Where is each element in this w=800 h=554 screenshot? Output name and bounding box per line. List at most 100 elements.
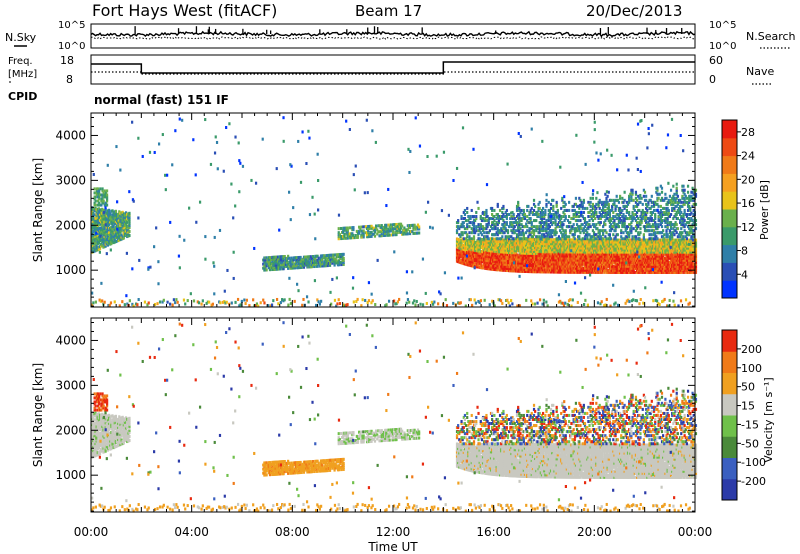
power-cell <box>553 246 556 250</box>
power-cell <box>469 247 472 251</box>
power-cell <box>501 235 504 239</box>
power-cell <box>554 254 557 258</box>
power-cell <box>541 264 545 268</box>
power-cell <box>341 256 344 260</box>
power-cell <box>497 252 501 256</box>
power-cell <box>126 233 129 237</box>
power-cell <box>475 257 478 261</box>
power-cell <box>485 246 488 250</box>
power-cell <box>498 268 502 272</box>
power-cell <box>96 209 99 213</box>
power-cell <box>554 246 557 250</box>
power-cell <box>520 261 523 265</box>
power-cell <box>296 264 299 268</box>
power-cell <box>563 270 566 274</box>
power-cell <box>531 241 534 245</box>
power-cell <box>524 259 528 263</box>
power-cell <box>513 243 516 247</box>
power-cell <box>502 242 505 246</box>
power-cell <box>470 248 473 252</box>
power-cell <box>370 230 373 234</box>
power-cell <box>484 240 487 244</box>
power-cell <box>474 252 477 256</box>
power-cell <box>489 241 493 245</box>
power-cell <box>94 220 97 224</box>
power-cell <box>301 259 304 263</box>
power-cell <box>484 262 487 266</box>
power-cell <box>119 215 122 219</box>
power-cell <box>556 240 559 244</box>
noise-right-tick-bottom: 10^0 <box>709 41 736 52</box>
power-cell <box>561 250 564 254</box>
noise-panel: N.Sky 10^5 10^0 10^5 10^0 N.Search <box>5 20 796 52</box>
power-cell <box>103 235 106 239</box>
power-cell <box>472 256 476 260</box>
power-cell <box>540 246 544 250</box>
power-cell <box>551 258 554 262</box>
power-cell <box>504 242 507 246</box>
power-cell <box>474 254 477 258</box>
power-cell <box>109 228 112 232</box>
power-cell <box>343 232 346 236</box>
power-cell <box>541 258 545 262</box>
power-cell <box>535 252 538 256</box>
power-cell <box>488 229 491 233</box>
power-cell <box>296 256 299 260</box>
power-cell <box>565 260 568 264</box>
power-cell <box>463 227 467 231</box>
power-cell <box>100 232 103 236</box>
power-cell <box>500 250 503 254</box>
power-cell <box>333 263 336 267</box>
power-cell <box>524 257 528 261</box>
power-cell <box>325 264 328 268</box>
power-cell <box>115 235 119 239</box>
power-cell <box>530 245 533 249</box>
power-cell <box>115 231 119 235</box>
power-cell <box>302 263 306 267</box>
power-cell <box>486 267 489 271</box>
power-cell <box>96 232 99 236</box>
power-cell <box>106 209 110 213</box>
power-cell <box>119 211 122 215</box>
power-cell <box>484 244 487 248</box>
power-cell <box>505 258 508 262</box>
power-cell <box>102 217 105 221</box>
power-cell <box>558 260 562 264</box>
power-cell <box>463 260 467 264</box>
power-cell <box>517 249 520 253</box>
power-cell <box>97 211 100 215</box>
power-cell <box>514 265 518 269</box>
power-cell <box>520 263 523 267</box>
power-cell <box>529 264 532 268</box>
power-cell <box>511 247 514 251</box>
power-cell <box>455 249 459 253</box>
power-cell <box>91 236 94 240</box>
power-cell <box>106 231 110 235</box>
power-cell <box>496 237 499 241</box>
power-cell <box>565 250 568 254</box>
power-cell <box>104 214 107 218</box>
power-cell <box>494 266 497 270</box>
power-cell <box>481 254 485 258</box>
power-cell <box>494 239 497 243</box>
power-cell <box>555 231 558 235</box>
power-cell <box>328 263 332 267</box>
power-cell <box>518 253 521 257</box>
power-cell <box>571 268 574 272</box>
power-cell <box>339 255 342 259</box>
power-cell <box>118 214 121 218</box>
power-cell <box>105 203 109 207</box>
power-cell <box>555 254 558 258</box>
power-cell <box>96 213 99 217</box>
power-cell <box>570 252 573 256</box>
power-cell <box>461 239 464 243</box>
power-cell <box>527 243 530 247</box>
power-cell <box>569 268 572 272</box>
power-cell <box>479 264 482 268</box>
power-cell <box>317 258 320 262</box>
power-cell <box>461 251 464 255</box>
power-cell <box>341 258 344 262</box>
power-cell <box>92 221 95 225</box>
power-cell <box>114 240 117 244</box>
power-cell <box>391 229 395 233</box>
